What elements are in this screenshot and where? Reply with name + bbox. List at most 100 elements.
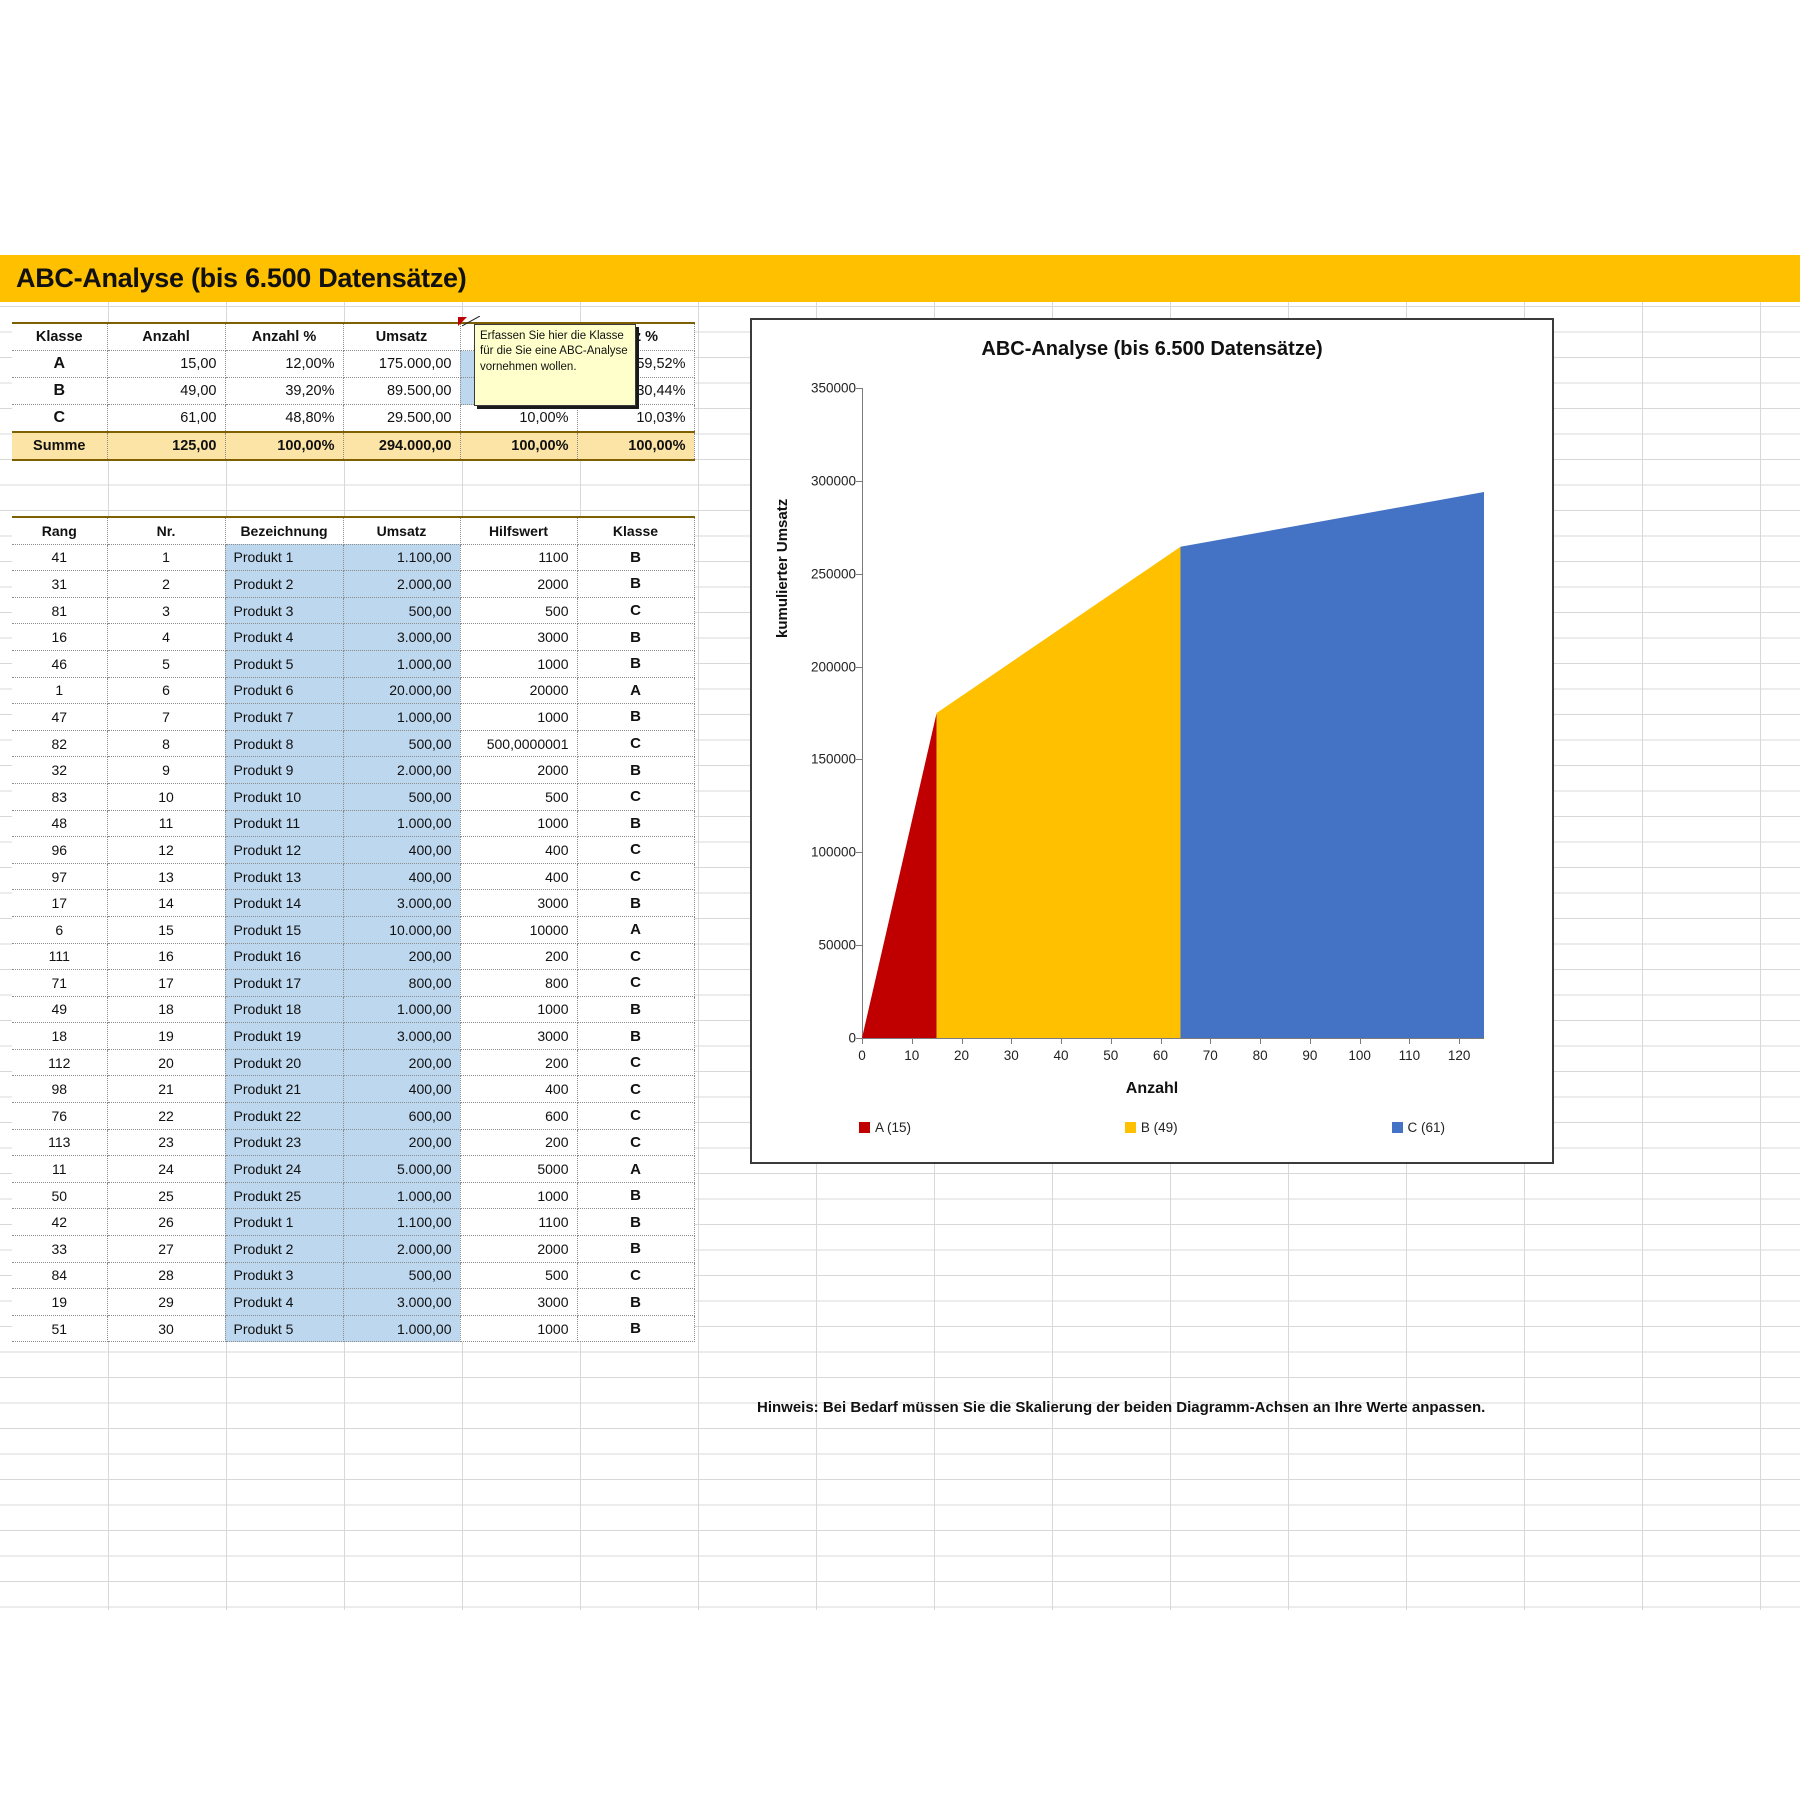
detail-umsatz[interactable]: 1.000,00 [343,996,461,1024]
detail-header-rang: Rang [12,515,108,545]
detail-bezeichnung[interactable]: Produkt 14 [225,889,344,917]
detail-bezeichnung[interactable]: Produkt 25 [225,1182,344,1210]
detail-bezeichnung[interactable]: Produkt 12 [225,836,344,864]
summary-umsatz-b: 89.500,00 [343,377,461,405]
detail-umsatz[interactable]: 500,00 [343,1262,461,1290]
detail-umsatz[interactable]: 500,00 [343,730,461,758]
detail-umsatz[interactable]: 2.000,00 [343,1235,461,1263]
detail-header-umsatz: Umsatz [343,515,461,545]
detail-hilfswert: 1000 [460,1182,578,1210]
detail-umsatz[interactable]: 500,00 [343,597,461,625]
detail-umsatz[interactable]: 3.000,00 [343,1288,461,1316]
detail-bezeichnung[interactable]: Produkt 23 [225,1129,344,1157]
detail-bezeichnung[interactable]: Produkt 4 [225,623,344,651]
detail-bezeichnung[interactable]: Produkt 3 [225,1262,344,1290]
detail-bezeichnung[interactable]: Produkt 1 [225,1208,344,1237]
table-row: 17 14 Produkt 14 3.000,00 3000 B [12,889,695,917]
detail-klasse: C [577,836,695,864]
chart-x-tick: 80 [1252,1048,1268,1063]
detail-umsatz[interactable]: 2.000,00 [343,570,461,598]
detail-umsatz[interactable]: 800,00 [343,969,461,997]
chart-x-tick: 20 [954,1048,970,1063]
detail-rang: 76 [12,1102,108,1130]
detail-rang: 11 [12,1155,108,1183]
detail-bezeichnung[interactable]: Produkt 22 [225,1102,344,1130]
detail-bezeichnung[interactable]: Produkt 21 [225,1075,344,1104]
detail-umsatz[interactable]: 400,00 [343,836,461,864]
detail-bezeichnung[interactable]: Produkt 7 [225,703,344,731]
detail-umsatz[interactable]: 1.100,00 [343,544,461,572]
detail-umsatz[interactable]: 3.000,00 [343,623,461,651]
summary-header-umsatz: Umsatz [343,322,461,351]
detail-bezeichnung[interactable]: Produkt 20 [225,1049,344,1077]
detail-bezeichnung[interactable]: Produkt 18 [225,996,344,1024]
detail-bezeichnung[interactable]: Produkt 16 [225,943,344,971]
detail-bezeichnung[interactable]: Produkt 5 [225,1315,344,1343]
chart-x-tick: 50 [1103,1048,1119,1063]
detail-umsatz[interactable]: 1.100,00 [343,1208,461,1237]
detail-bezeichnung[interactable]: Produkt 2 [225,570,344,598]
chart-area-a [862,713,937,1038]
table-row: 98 21 Produkt 21 400,00 400 C [12,1075,695,1104]
detail-bezeichnung[interactable]: Produkt 1 [225,544,344,572]
detail-umsatz[interactable]: 10.000,00 [343,916,461,944]
chart-legend-item: A (15) [858,1120,911,1135]
detail-klasse: B [577,650,695,678]
detail-nr: 4 [107,623,226,651]
table-row: 16 4 Produkt 4 3.000,00 3000 B [12,623,695,651]
detail-umsatz[interactable]: 200,00 [343,943,461,971]
detail-bezeichnung[interactable]: Produkt 13 [225,863,344,891]
detail-umsatz[interactable]: 1.000,00 [343,1182,461,1210]
table-row: 6 15 Produkt 15 10.000,00 10000 A [12,916,695,944]
detail-bezeichnung[interactable]: Produkt 19 [225,1022,344,1050]
detail-rang: 1 [12,677,108,705]
detail-bezeichnung[interactable]: Produkt 4 [225,1288,344,1316]
detail-bezeichnung[interactable]: Produkt 8 [225,730,344,758]
detail-nr: 12 [107,836,226,864]
chart-area-b [936,546,1181,1038]
detail-umsatz[interactable]: 1.000,00 [343,810,461,838]
chart-area-c [1180,492,1484,1038]
detail-bezeichnung[interactable]: Produkt 9 [225,756,344,784]
detail-rang: 33 [12,1235,108,1263]
detail-umsatz[interactable]: 1.000,00 [343,703,461,731]
detail-bezeichnung[interactable]: Produkt 17 [225,969,344,997]
detail-umsatz[interactable]: 2.000,00 [343,756,461,784]
summary-grenze-c[interactable]: 10,00% [460,404,578,433]
detail-umsatz[interactable]: 500,00 [343,783,461,811]
detail-bezeichnung[interactable]: Produkt 2 [225,1235,344,1263]
table-row: 71 17 Produkt 17 800,00 800 C [12,969,695,997]
detail-nr: 6 [107,677,226,705]
detail-bezeichnung[interactable]: Produkt 11 [225,810,344,838]
detail-umsatz[interactable]: 400,00 [343,863,461,891]
detail-umsatz[interactable]: 3.000,00 [343,1022,461,1050]
detail-klasse: B [577,1182,695,1210]
cell-comment-tooltip: Erfassen Sie hier die Klasse für die Sie… [474,324,636,406]
chart-x-tick: 60 [1153,1048,1169,1063]
detail-bezeichnung[interactable]: Produkt 3 [225,597,344,625]
detail-umsatz[interactable]: 600,00 [343,1102,461,1130]
detail-umsatz[interactable]: 400,00 [343,1075,461,1104]
detail-klasse: B [577,996,695,1024]
chart-x-tick: 30 [1003,1048,1019,1063]
chart-y-tick: 200000 [810,659,856,675]
detail-umsatz[interactable]: 20.000,00 [343,677,461,705]
detail-umsatz[interactable]: 3.000,00 [343,889,461,917]
detail-bezeichnung[interactable]: Produkt 24 [225,1155,344,1183]
chart-x-tickmark [1260,1038,1262,1044]
detail-umsatz[interactable]: 5.000,00 [343,1155,461,1183]
detail-bezeichnung[interactable]: Produkt 15 [225,916,344,944]
detail-nr: 8 [107,730,226,758]
detail-umsatz[interactable]: 1.000,00 [343,1315,461,1343]
detail-bezeichnung[interactable]: Produkt 5 [225,650,344,678]
detail-umsatz[interactable]: 200,00 [343,1049,461,1077]
detail-bezeichnung[interactable]: Produkt 6 [225,677,344,705]
detail-header-klasse: Klasse [577,515,695,545]
detail-umsatz[interactable]: 200,00 [343,1129,461,1157]
detail-umsatz[interactable]: 1.000,00 [343,650,461,678]
summary-klasse-c: C [12,404,108,433]
detail-rang: 6 [12,916,108,944]
detail-bezeichnung[interactable]: Produkt 10 [225,783,344,811]
detail-klasse: A [577,1155,695,1183]
table-row: 51 30 Produkt 5 1.000,00 1000 B [12,1315,695,1343]
